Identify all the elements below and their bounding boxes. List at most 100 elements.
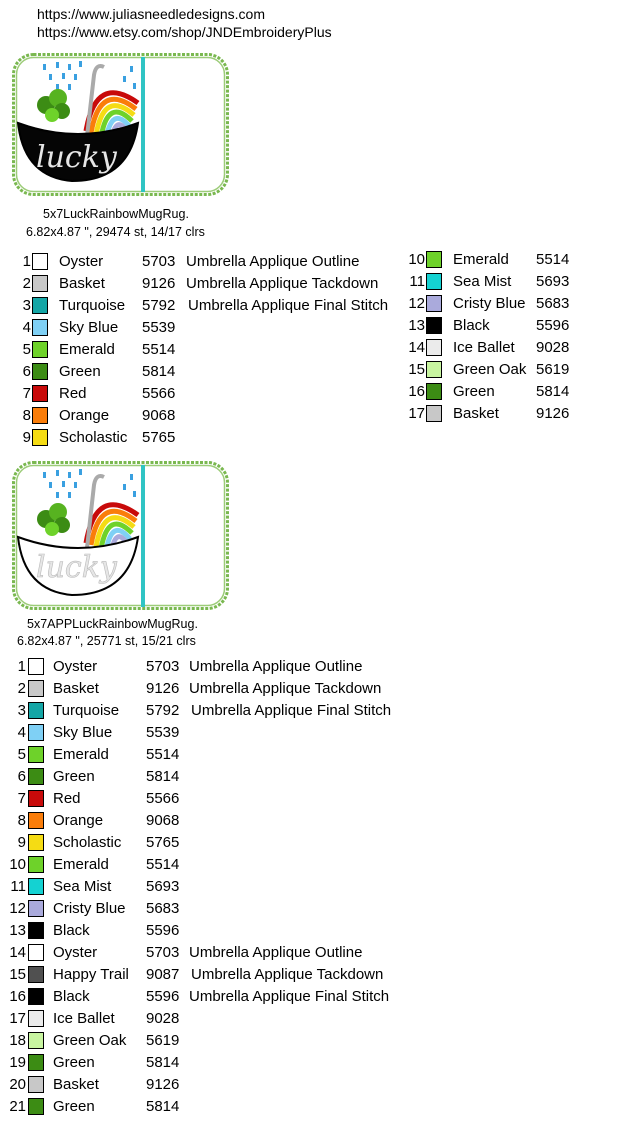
thread-name: Scholastic xyxy=(59,429,128,446)
color-swatch xyxy=(28,702,44,719)
color-number: 5 xyxy=(17,746,26,763)
color-row: 11 Sea Mist 5693 xyxy=(400,271,610,293)
thread-code: 5814 xyxy=(146,1054,180,1071)
thread-name: Green xyxy=(53,1054,95,1071)
thread-code: 5693 xyxy=(536,273,570,290)
thread-code: 5539 xyxy=(142,319,176,336)
thread-name: Basket xyxy=(453,405,499,422)
raindrops xyxy=(43,61,136,90)
thread-name: Emerald xyxy=(53,746,109,763)
thread-name: Green xyxy=(453,383,495,400)
color-number: 9 xyxy=(17,834,26,851)
thread-name: Black xyxy=(53,922,90,939)
thread-name: Emerald xyxy=(453,251,509,268)
thread-name: Oyster xyxy=(53,944,98,961)
color-row: 9 Scholastic 5765 xyxy=(4,832,414,854)
raindrops xyxy=(43,469,136,498)
color-number: 16 xyxy=(9,988,26,1005)
color-swatch xyxy=(426,317,442,334)
thread-code: 5514 xyxy=(146,746,180,763)
color-swatch xyxy=(426,405,442,422)
color-swatch xyxy=(32,429,48,446)
thread-name: Turquoise xyxy=(53,702,120,719)
clover xyxy=(37,503,70,536)
etsy-shop-url: https://www.etsy.com/shop/JNDEmbroideryP… xyxy=(37,24,332,40)
thread-name: Red xyxy=(53,790,81,807)
design-2-info: 6.82x4.87 ", 25771 st, 15/21 clrs xyxy=(17,634,196,648)
color-number: 4 xyxy=(22,319,31,336)
color-row: 4 Sky Blue 5539 xyxy=(4,722,414,744)
thread-code: 5619 xyxy=(146,1032,180,1049)
color-swatch xyxy=(28,834,44,851)
color-number: 8 xyxy=(17,812,26,829)
thread-name: Basket xyxy=(53,1076,99,1093)
color-row: 10 Emerald 5514 xyxy=(400,249,610,271)
color-swatch xyxy=(32,341,48,358)
thread-name: Black xyxy=(53,988,90,1005)
color-row: 17 Basket 9126 xyxy=(400,403,610,425)
color-swatch xyxy=(32,253,48,270)
thread-code: 5814 xyxy=(146,1098,180,1115)
color-row: 3 Turquoise 5792 Umbrella Applique Final St… xyxy=(16,295,406,317)
umbrella-canopy xyxy=(16,535,140,597)
color-row: 10 Emerald 5514 xyxy=(4,854,414,876)
thread-name: Green xyxy=(53,1098,95,1115)
color-row: 21 Green 5814 xyxy=(4,1096,414,1118)
color-number: 12 xyxy=(9,900,26,917)
thread-name: Green Oak xyxy=(53,1032,127,1049)
clover xyxy=(37,89,70,122)
color-number: 3 xyxy=(22,297,31,314)
color-number: 7 xyxy=(22,385,31,402)
thread-name: Green xyxy=(53,768,95,785)
color-row: 20 Basket 9126 xyxy=(4,1074,414,1096)
thread-name: Orange xyxy=(59,407,110,424)
color-number: 12 xyxy=(408,295,425,312)
thread-name: Sky Blue xyxy=(59,319,119,336)
color-row: 19 Green 5814 xyxy=(4,1052,414,1074)
color-swatch xyxy=(28,790,44,807)
color-swatch xyxy=(426,361,442,378)
thread-code: 5814 xyxy=(146,768,180,785)
color-row: 8 Orange 9068 xyxy=(16,405,406,427)
stitch-note: Umbrella Applique Outline xyxy=(189,658,363,675)
thread-name: Scholastic xyxy=(53,834,122,851)
thread-name: Green xyxy=(59,363,101,380)
color-swatch xyxy=(28,746,44,763)
color-swatch xyxy=(28,768,44,785)
thread-code: 5566 xyxy=(146,790,180,807)
color-number: 10 xyxy=(408,251,425,268)
color-number: 16 xyxy=(408,383,425,400)
umbrella-canopy xyxy=(16,121,140,183)
color-number: 2 xyxy=(22,275,31,292)
stitch-note: Umbrella Applique Final Stitch xyxy=(189,988,390,1005)
thread-code: 5693 xyxy=(146,878,180,895)
design-1-info: 6.82x4.87 ", 29474 st, 14/17 clrs xyxy=(26,225,205,239)
color-swatch xyxy=(32,363,48,380)
color-row: 7 Red 5566 xyxy=(16,383,406,405)
thread-code: 5514 xyxy=(536,251,570,268)
stitch-note: Umbrella Applique Tackdown xyxy=(186,275,379,292)
color-swatch xyxy=(28,724,44,741)
thread-code: 5596 xyxy=(536,317,570,334)
color-swatch xyxy=(426,295,442,312)
color-row: 15 Green Oak 5619 xyxy=(400,359,610,381)
stitch-note: Umbrella Applique Final Stitch xyxy=(188,297,389,314)
color-swatch xyxy=(32,275,48,292)
color-swatch xyxy=(32,407,48,424)
color-swatch xyxy=(426,273,442,290)
thread-code: 5765 xyxy=(142,429,176,446)
color-number: 19 xyxy=(9,1054,26,1071)
color-swatch xyxy=(28,988,44,1005)
color-row: 11 Sea Mist 5693 xyxy=(4,876,414,898)
stitch-note: Umbrella Applique Tackdown xyxy=(191,966,384,983)
color-row: 13 Black 5596 xyxy=(400,315,610,337)
color-row: 4 Sky Blue 5539 xyxy=(16,317,406,339)
design-preview-1: lucky xyxy=(12,53,229,196)
color-row: 17 Ice Ballet 9028 xyxy=(4,1008,414,1030)
color-number: 4 xyxy=(17,724,26,741)
color-swatch xyxy=(28,966,44,983)
color-swatch xyxy=(28,658,44,675)
thread-name: Sea Mist xyxy=(53,878,112,895)
color-number: 11 xyxy=(10,878,26,895)
thread-code: 5703 xyxy=(142,253,176,270)
